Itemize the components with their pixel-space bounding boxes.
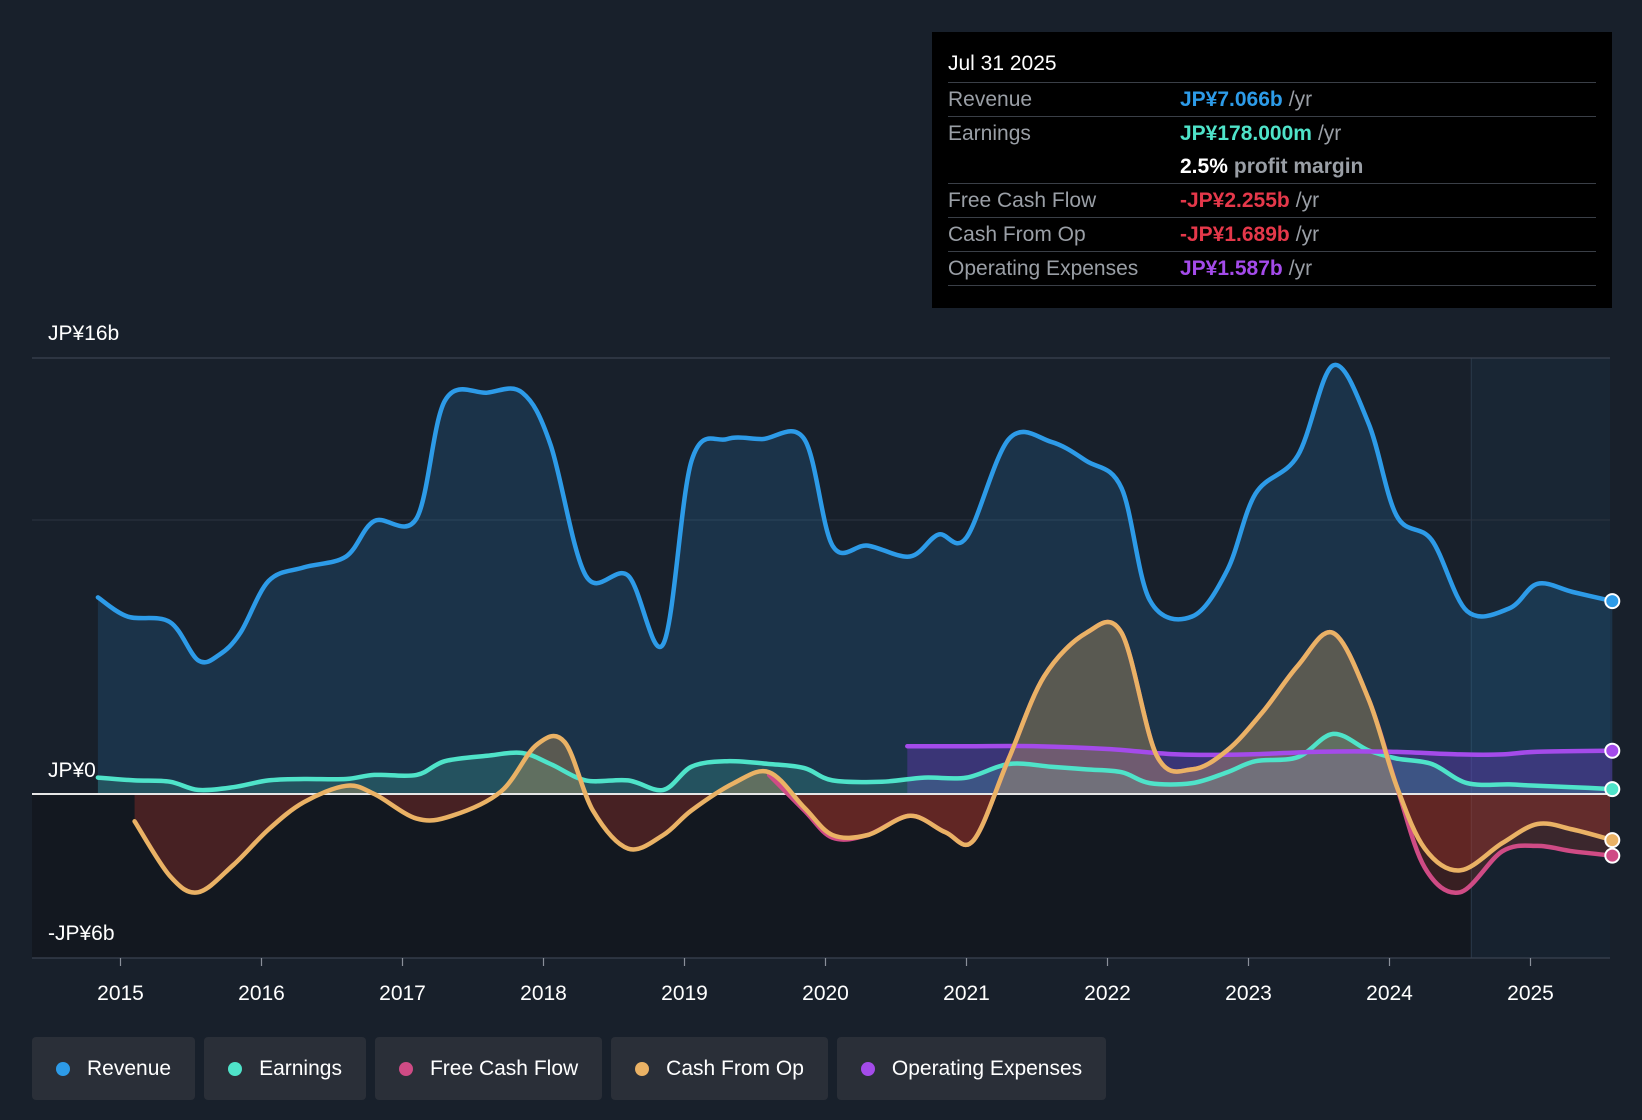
x-tick-label-2022: 2022 — [1084, 982, 1131, 1005]
fcf-area-negative — [769, 794, 1610, 893]
tooltip-unit: profit margin — [1233, 154, 1364, 178]
tooltip-date: Jul 31 2025 — [948, 52, 1057, 75]
tooltip-unit: /yr — [1317, 121, 1342, 145]
tooltip-unit: /yr — [1295, 222, 1320, 246]
tooltip-row-profit-margin: 2.5% profit margin — [948, 150, 1596, 183]
dot-icon — [398, 1061, 413, 1076]
x-tick-label-2025: 2025 — [1507, 982, 1554, 1005]
opex-end-dot — [1604, 742, 1621, 759]
x-tick-label-2024: 2024 — [1366, 982, 1413, 1005]
y-label-top: JP¥16b — [48, 322, 119, 345]
tooltip-value: -JP¥2.255b — [1180, 188, 1290, 212]
revenue-area — [97, 364, 1613, 794]
negative-region — [32, 794, 1610, 958]
dot-icon — [635, 1061, 650, 1076]
opex-line — [905, 743, 1615, 758]
tooltip-label: Cash From Op — [948, 222, 1086, 246]
legend-label: Operating Expenses — [891, 1056, 1083, 1080]
fcf-end-dot — [1604, 847, 1621, 864]
legend-item-operating-expenses[interactable]: Operating Expenses — [836, 1037, 1107, 1100]
legend-label: Earnings — [259, 1056, 342, 1080]
tooltip-label: Operating Expenses — [948, 256, 1139, 280]
tooltip-value: -JP¥1.689b — [1180, 222, 1290, 246]
cfo-area-positive — [134, 622, 1610, 794]
legend-item-revenue[interactable]: Revenue — [32, 1037, 196, 1100]
tooltip-value: 2.5% — [1180, 154, 1228, 178]
cfo-line — [132, 619, 1615, 895]
legend-item-earnings[interactable]: Earnings — [204, 1037, 366, 1100]
legend-item-free-cash-flow[interactable]: Free Cash Flow — [374, 1037, 603, 1100]
earnings-area — [97, 733, 1613, 794]
dot-icon — [56, 1061, 70, 1076]
tooltip-unit: /yr — [1288, 87, 1313, 111]
revenue-line — [95, 362, 1615, 665]
tooltip-label: Free Cash Flow — [948, 188, 1097, 212]
y-label-zero: JP¥0 — [48, 759, 96, 782]
earnings-end-dot — [1604, 781, 1621, 798]
x-tick-label-2018: 2018 — [520, 982, 567, 1005]
dot-icon — [228, 1061, 243, 1076]
tooltip-label: Earnings — [948, 121, 1031, 145]
tooltip-value: JP¥7.066b — [1180, 87, 1283, 111]
x-tick-label-2019: 2019 — [661, 982, 708, 1005]
legend-label: Free Cash Flow — [429, 1056, 579, 1080]
legend-label: Cash From Op — [666, 1056, 804, 1080]
tooltip-row-cash-from-op: Cash From Op -JP¥1.689b /yr — [948, 217, 1596, 251]
legend: Revenue Earnings Free Cash Flow Cash Fro… — [32, 1037, 1107, 1100]
tooltip-unit: /yr — [1288, 256, 1313, 280]
cfo-area-negative — [134, 794, 1610, 893]
legend-item-cash-from-op[interactable]: Cash From Op — [611, 1037, 828, 1100]
tooltip-panel: Jul 31 2025 Revenue JP¥7.066b /yr Earnin… — [932, 32, 1612, 308]
dot-icon — [860, 1061, 875, 1076]
x-tick-label-2023: 2023 — [1225, 982, 1272, 1005]
x-tick-label-2017: 2017 — [379, 982, 426, 1005]
tooltip-row-revenue: Revenue JP¥7.066b /yr — [948, 82, 1596, 116]
y-label-bottom: -JP¥6b — [48, 922, 115, 945]
x-tick-label-2021: 2021 — [943, 982, 990, 1005]
legend-label: Revenue — [87, 1056, 172, 1080]
x-tick-label-2020: 2020 — [802, 982, 849, 1005]
revenue-end-dot — [1604, 593, 1621, 610]
x-tick-label-2015: 2015 — [97, 982, 144, 1005]
tooltip-row-free-cash-flow: Free Cash Flow -JP¥2.255b /yr — [948, 183, 1596, 217]
cfo-end-dot — [1604, 832, 1621, 849]
tooltip-row-earnings: Earnings JP¥178.000m /yr — [948, 116, 1596, 150]
tooltip-unit: /yr — [1295, 188, 1320, 212]
tooltip-label: Revenue — [948, 87, 1033, 111]
opex-area — [907, 746, 1613, 794]
x-tick-label-2016: 2016 — [238, 982, 285, 1005]
tooltip-value: JP¥178.000m — [1180, 121, 1312, 145]
tooltip-row-operating-expenses: Operating Expenses JP¥1.587b /yr — [948, 251, 1596, 286]
tooltip-value: JP¥1.587b — [1180, 256, 1283, 280]
